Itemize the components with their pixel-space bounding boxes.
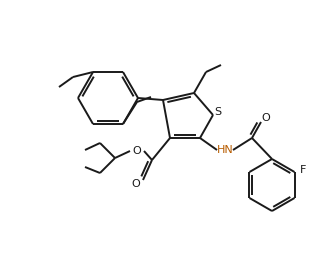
Text: O: O: [262, 113, 270, 123]
Text: O: O: [132, 146, 141, 156]
Text: HN: HN: [216, 145, 233, 155]
Text: O: O: [131, 179, 140, 189]
Text: S: S: [214, 107, 221, 117]
Text: F: F: [300, 165, 307, 175]
